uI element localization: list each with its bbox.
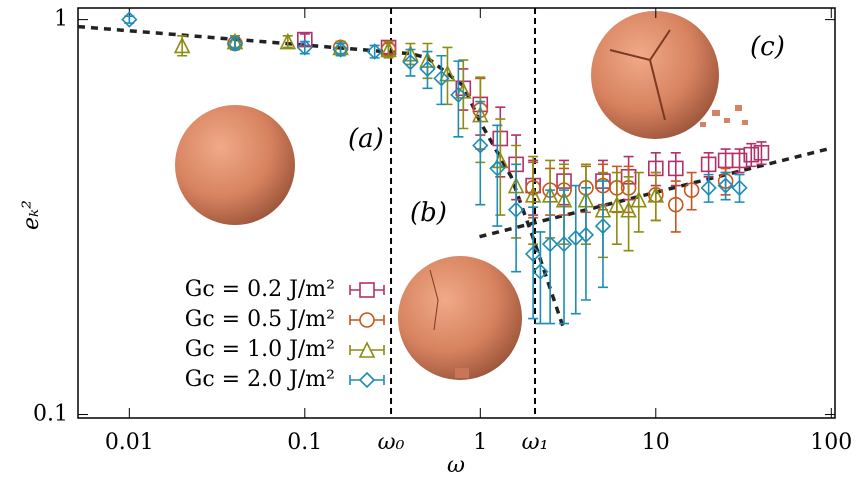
- x-tick-label: 10: [642, 430, 670, 455]
- crack: [429, 269, 439, 331]
- x-tick-label: ω₀: [378, 430, 405, 455]
- annotation: (b): [410, 198, 447, 228]
- error-bar: [720, 171, 731, 201]
- marker: [630, 190, 648, 208]
- y-tick-label: 0.1: [33, 402, 68, 427]
- x-tick-label: 1: [473, 430, 487, 455]
- marker: [450, 86, 467, 103]
- legend-label: Gc = 0.5 J/m²: [185, 307, 335, 332]
- legend-marker: [359, 312, 375, 328]
- error-bar: [570, 184, 581, 315]
- legend-label: Gc = 2.0 J/m²: [185, 367, 335, 392]
- error-bar: [511, 163, 522, 273]
- error-bar: [580, 187, 591, 301]
- marker: [472, 137, 489, 154]
- marker: [731, 152, 748, 169]
- error-bar: [734, 173, 745, 203]
- error-bar: [458, 59, 469, 130]
- x-tick-label: 0.1: [287, 430, 322, 455]
- marker: [667, 196, 684, 213]
- fit-line: [77, 24, 566, 331]
- error-bar: [703, 173, 714, 203]
- marker: [433, 70, 450, 87]
- marker: [620, 200, 637, 218]
- annotation: (a): [348, 124, 384, 154]
- error-bar: [528, 206, 539, 320]
- legend-label: Gc = 1.0 J/m²: [185, 337, 335, 362]
- marker: [542, 236, 559, 253]
- marker: [121, 11, 138, 28]
- marker: [743, 146, 760, 163]
- plot-frame: [77, 7, 836, 419]
- marker: [700, 156, 717, 173]
- x-tick-label: ω₁: [522, 430, 549, 455]
- marker: [683, 182, 700, 198]
- error-bar: [453, 60, 464, 138]
- marker: [366, 43, 383, 60]
- marker: [332, 41, 349, 58]
- marker: [717, 177, 734, 194]
- x-tick-label: 100: [810, 430, 852, 455]
- y-axis-label: eₖ²: [19, 200, 44, 230]
- marker: [402, 54, 419, 71]
- x-axis-label: ω: [447, 453, 465, 478]
- marker: [419, 60, 436, 78]
- marker: [753, 144, 770, 161]
- marker: [647, 186, 665, 203]
- marker: [524, 245, 542, 263]
- marker: [279, 32, 297, 50]
- legend-marker: [358, 341, 376, 358]
- y-tick-label: 1: [54, 7, 68, 32]
- legend-marker: [358, 371, 376, 389]
- marker: [731, 179, 748, 196]
- sphere-c: [591, 11, 719, 139]
- marker: [700, 179, 717, 196]
- marker: [524, 186, 542, 203]
- error-bar: [703, 151, 714, 178]
- legend-label: Gc = 0.2 J/m²: [185, 277, 335, 302]
- fragment: [455, 368, 469, 378]
- marker: [577, 226, 595, 244]
- error-bar: [436, 54, 447, 106]
- sphere-a: [175, 105, 295, 225]
- marker: [507, 201, 525, 218]
- error-bar: [670, 180, 681, 233]
- crack: [609, 29, 671, 121]
- marker: [608, 195, 626, 213]
- error-bar: [545, 189, 556, 325]
- marker: [532, 263, 549, 280]
- fragments: [700, 105, 748, 127]
- marker: [594, 217, 612, 235]
- marker: [296, 39, 313, 56]
- error-bar: [405, 48, 416, 77]
- marker: [489, 160, 506, 177]
- marker: [380, 40, 397, 58]
- annotation: (c): [750, 32, 785, 62]
- marker: [173, 36, 191, 54]
- error-bar: [633, 171, 644, 233]
- legend-marker: [359, 282, 375, 298]
- error-bar: [611, 171, 622, 245]
- error-bar: [422, 50, 433, 90]
- marker: [667, 160, 684, 177]
- marker: [226, 35, 244, 52]
- marker: [555, 236, 573, 253]
- error-bar: [623, 175, 634, 252]
- error-bar: [650, 171, 661, 222]
- error-bar: [686, 171, 697, 211]
- x-tick-label: 0.01: [105, 430, 154, 455]
- error-bar: [559, 189, 570, 325]
- sphere-b: [398, 256, 522, 380]
